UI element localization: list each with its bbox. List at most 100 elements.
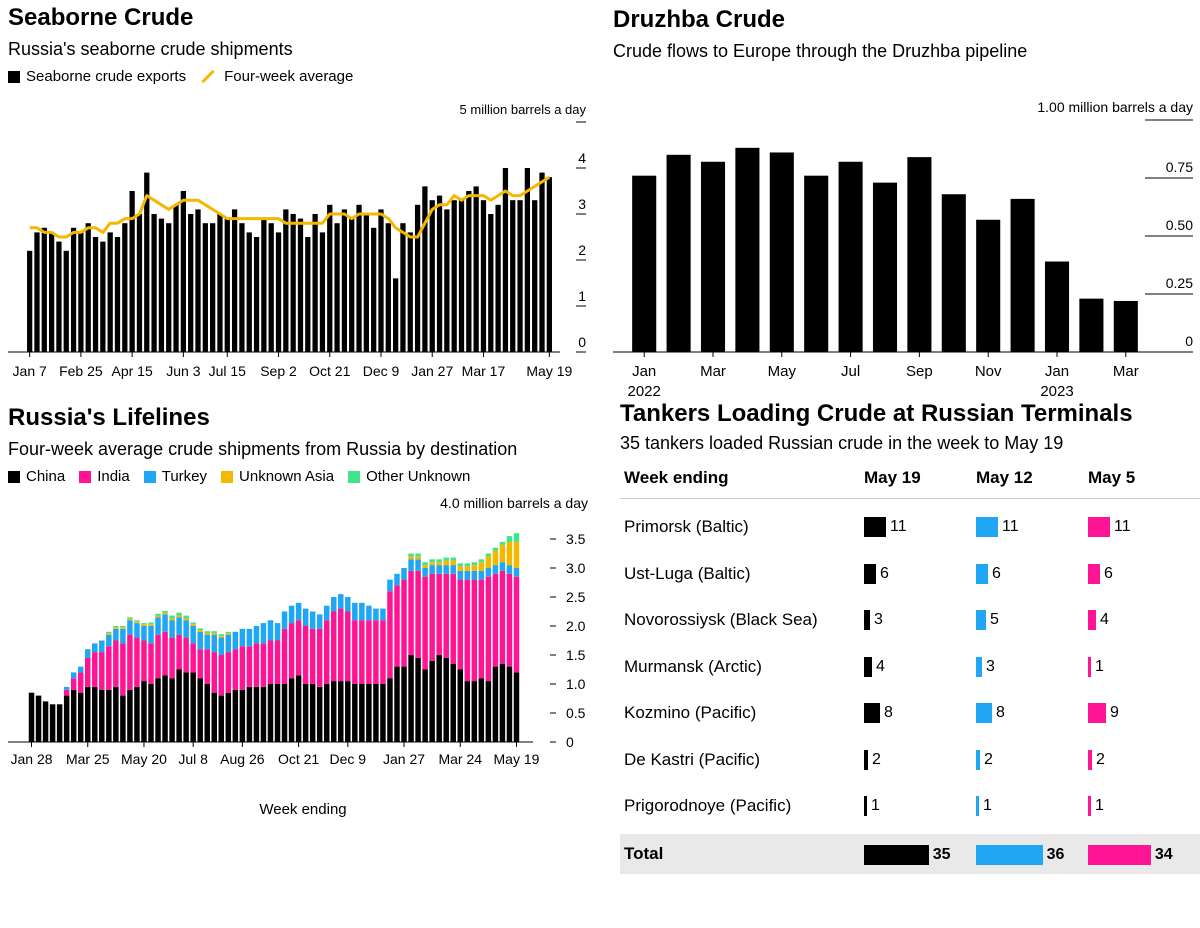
bar-seaborne-exports [129, 191, 135, 352]
bar-segment-india [387, 591, 393, 679]
x-tick-label: May 19 [494, 751, 540, 767]
bar-seaborne-exports [422, 186, 428, 352]
x-tick-label: Jul 8 [178, 751, 208, 767]
bar-segment-other-unknown [506, 536, 513, 542]
bar-seaborne-exports [34, 232, 40, 352]
tankers-subtitle: 35 tankers loaded Russian crude in the w… [620, 433, 1064, 453]
bar-segment-other-unknown [211, 631, 217, 633]
bar-seaborne-exports [48, 232, 55, 352]
bar-segment-india [485, 576, 492, 682]
bar-segment-china [56, 704, 63, 742]
tanker-count-value: 1 [1095, 657, 1104, 675]
bar-seaborne-exports [239, 223, 245, 352]
legend-item-unknown-asia: Unknown Asia [221, 468, 334, 485]
x-tick-label: Jan 7 [13, 363, 47, 379]
bar-segment-china [204, 684, 210, 742]
bar-segment-india [197, 649, 203, 679]
bar-segment-china [436, 655, 442, 742]
bar-segment-other-unknown [492, 547, 499, 551]
bar-segment-india [408, 570, 414, 655]
legend-label: Turkey [161, 468, 208, 485]
y-tick-label: 3.0 [566, 560, 586, 576]
bar-seaborne-exports [305, 237, 311, 352]
y-tick-label: 2.5 [566, 589, 586, 605]
bar-segment-china [352, 684, 358, 742]
bar-druzhba-flow [1044, 261, 1070, 352]
bar-segment-unknown-asia [225, 632, 232, 635]
x-tick-label: Oct 21 [309, 363, 350, 379]
bar-seaborne-exports [56, 241, 62, 352]
bar-segment-other-unknown [471, 562, 478, 566]
bar-segment-india [394, 585, 400, 667]
bar-seaborne-exports [188, 214, 194, 352]
bar-seaborne-exports [297, 218, 304, 352]
bar-segment-unknown-asia [155, 615, 161, 618]
bar-segment-china [331, 681, 337, 742]
bar-segment-china [120, 695, 126, 742]
tanker-count-value: 8 [884, 704, 893, 721]
header-week-2: May 12 [976, 468, 1033, 487]
bar-segment-india [443, 573, 449, 658]
y-tick-label: 2 [578, 242, 586, 258]
bar-segment-turkey [211, 634, 217, 653]
bar-segment-other-unknown [408, 553, 414, 557]
bar-segment-turkey [478, 570, 485, 580]
x-tick-label: Mar [1113, 363, 1139, 380]
bar-seaborne-exports [400, 223, 406, 352]
bar-segment-india [127, 634, 133, 690]
bar-segment-turkey [471, 570, 478, 580]
bar-segment-china [169, 678, 175, 742]
druzhba-panel: Druzhba Crude Crude flows to Europe thro… [613, 6, 1198, 400]
bar-segment-unknown-asia [190, 624, 196, 626]
bar-seaborne-exports [100, 241, 106, 352]
lifelines-panel: Russia's Lifelines Four-week average cru… [8, 404, 593, 824]
bar-seaborne-exports [392, 278, 399, 352]
bar-segment-turkey [316, 614, 323, 629]
bar-druzhba-flow [1113, 300, 1138, 352]
tanker-count-value: 6 [992, 564, 1001, 582]
bar-seaborne-exports [144, 172, 150, 352]
bar-segment-other-unknown [155, 613, 161, 616]
bar-segment-unknown-asia [176, 615, 182, 618]
bar-segment-india [274, 640, 281, 684]
bar-segment-india [499, 570, 506, 664]
bar-segment-turkey [190, 626, 196, 644]
tanker-count-bar [976, 610, 986, 630]
bar-segment-china [148, 684, 154, 742]
bar-segment-unknown-asia [457, 566, 463, 571]
bar-seaborne-exports [458, 200, 465, 352]
bar-segment-china [113, 686, 119, 742]
bar-segment-india [134, 637, 140, 687]
table-row: Kozmino (Pacific) 8 8 9 [620, 690, 1200, 736]
bar-segment-turkey [323, 605, 330, 621]
bar-segment-china [295, 675, 302, 742]
bar-druzhba-flow [666, 154, 691, 352]
header-week-3: May 5 [1088, 468, 1136, 487]
bar-seaborne-exports [312, 214, 318, 352]
x-tick-label: Aug 26 [220, 751, 265, 767]
bar-segment-turkey [394, 573, 400, 586]
bar-segment-china [211, 692, 217, 742]
tanker-count-bar [976, 517, 998, 537]
bar-segment-unknown-asia [162, 612, 168, 615]
bar-segment-india [422, 576, 428, 670]
bar-segment-india [338, 608, 344, 682]
line-four-week-average [29, 175, 551, 239]
terminal-name: De Kastri (Pacific) [624, 749, 761, 769]
bar-segment-india [246, 646, 253, 687]
bar-segment-india [309, 628, 316, 684]
druzhba-chart: 1.00 million barrels a day 0.75 0.50 0.25 0 J… [613, 99, 1193, 398]
bar-seaborne-exports [122, 223, 128, 352]
bar-segment-unknown-asia [492, 550, 499, 566]
bar-segment-other-unknown [499, 541, 506, 545]
x-tick-label: Mar 24 [438, 751, 482, 767]
bar-segment-turkey [513, 568, 520, 577]
total-count-value: 36 [1046, 845, 1065, 863]
bar-segment-india [352, 620, 358, 684]
x-tick-label: Mar 17 [462, 363, 506, 379]
bar-segment-india [260, 643, 267, 687]
bar-segment-india [359, 620, 365, 684]
x-tick-label: May [768, 363, 797, 380]
bar-segment-turkey [352, 602, 358, 621]
tanker-count-value: 6 [880, 564, 889, 582]
